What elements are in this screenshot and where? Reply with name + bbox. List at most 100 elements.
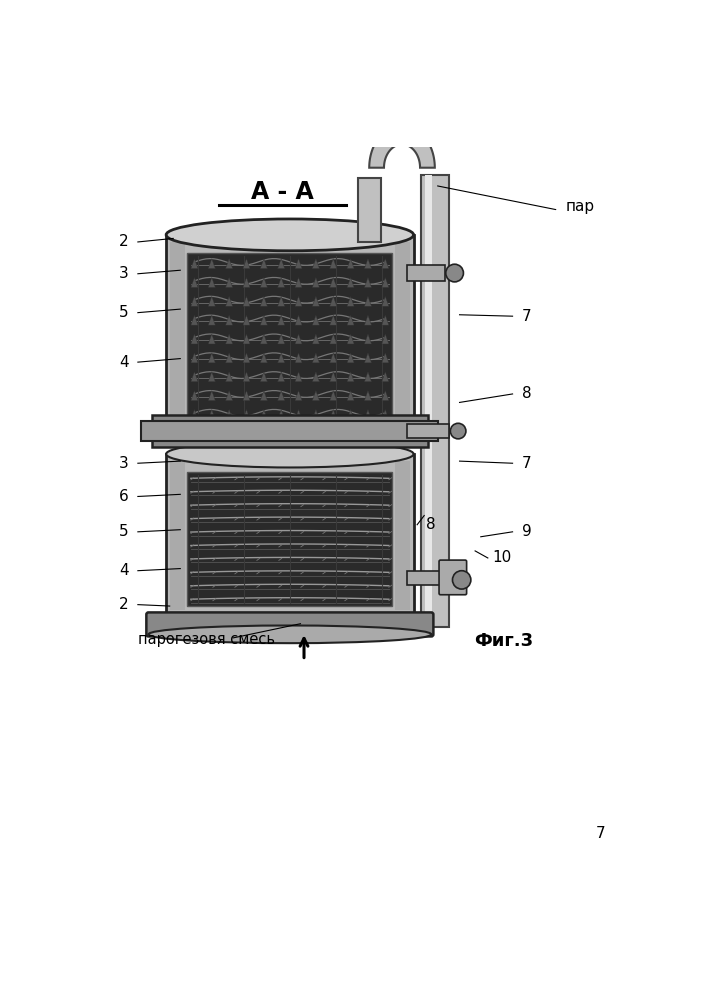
- Polygon shape: [191, 278, 198, 287]
- Text: 6: 6: [119, 489, 129, 504]
- Polygon shape: [312, 353, 320, 363]
- Polygon shape: [364, 410, 371, 419]
- Polygon shape: [243, 259, 250, 269]
- Polygon shape: [312, 296, 320, 306]
- Polygon shape: [382, 391, 389, 401]
- Polygon shape: [364, 315, 371, 325]
- Polygon shape: [312, 372, 320, 382]
- Text: 4: 4: [119, 563, 129, 578]
- Polygon shape: [312, 315, 320, 325]
- Polygon shape: [209, 353, 216, 363]
- Text: Фиг.3: Фиг.3: [474, 632, 533, 650]
- Polygon shape: [347, 410, 354, 419]
- Polygon shape: [364, 391, 371, 401]
- Polygon shape: [278, 372, 285, 382]
- Polygon shape: [382, 296, 389, 306]
- Polygon shape: [312, 391, 320, 401]
- FancyBboxPatch shape: [152, 415, 428, 447]
- Polygon shape: [209, 334, 216, 344]
- Polygon shape: [364, 259, 371, 269]
- Polygon shape: [364, 278, 371, 287]
- Polygon shape: [260, 334, 267, 344]
- Polygon shape: [329, 334, 337, 344]
- Polygon shape: [295, 278, 302, 287]
- Polygon shape: [347, 278, 354, 287]
- Polygon shape: [191, 353, 198, 363]
- Polygon shape: [347, 315, 354, 325]
- Text: 5: 5: [119, 305, 129, 320]
- Polygon shape: [278, 410, 285, 419]
- Polygon shape: [226, 278, 233, 287]
- FancyBboxPatch shape: [407, 571, 442, 585]
- Polygon shape: [295, 391, 302, 401]
- Text: А - А: А - А: [252, 180, 314, 204]
- Polygon shape: [382, 315, 389, 325]
- Ellipse shape: [166, 219, 414, 251]
- Text: 7: 7: [522, 456, 532, 471]
- Polygon shape: [329, 315, 337, 325]
- Polygon shape: [209, 410, 216, 419]
- FancyBboxPatch shape: [425, 175, 432, 627]
- Polygon shape: [226, 372, 233, 382]
- FancyBboxPatch shape: [170, 461, 185, 610]
- Ellipse shape: [450, 423, 466, 439]
- FancyBboxPatch shape: [395, 461, 410, 610]
- Polygon shape: [243, 334, 250, 344]
- Polygon shape: [382, 410, 389, 419]
- Text: 2: 2: [119, 597, 129, 612]
- FancyBboxPatch shape: [421, 175, 449, 627]
- Text: парогезовя смесь: парогезовя смесь: [138, 632, 275, 647]
- FancyBboxPatch shape: [439, 560, 467, 595]
- Polygon shape: [191, 259, 198, 269]
- Polygon shape: [209, 278, 216, 287]
- Ellipse shape: [148, 625, 431, 643]
- Polygon shape: [243, 315, 250, 325]
- Polygon shape: [329, 410, 337, 419]
- Polygon shape: [364, 334, 371, 344]
- FancyBboxPatch shape: [187, 253, 392, 422]
- Polygon shape: [226, 410, 233, 419]
- Text: пар: пар: [566, 199, 595, 214]
- Polygon shape: [347, 296, 354, 306]
- Polygon shape: [209, 296, 216, 306]
- Polygon shape: [191, 372, 198, 382]
- Polygon shape: [260, 391, 267, 401]
- Polygon shape: [347, 353, 354, 363]
- Polygon shape: [278, 353, 285, 363]
- Polygon shape: [191, 410, 198, 419]
- Polygon shape: [209, 372, 216, 382]
- Polygon shape: [226, 296, 233, 306]
- Text: 3: 3: [119, 266, 129, 281]
- Polygon shape: [191, 334, 198, 344]
- Polygon shape: [329, 259, 337, 269]
- Polygon shape: [312, 334, 320, 344]
- Polygon shape: [209, 391, 216, 401]
- Polygon shape: [278, 259, 285, 269]
- Polygon shape: [260, 372, 267, 382]
- Polygon shape: [329, 353, 337, 363]
- Text: 7: 7: [522, 309, 532, 324]
- Polygon shape: [278, 296, 285, 306]
- Text: 8: 8: [426, 517, 436, 532]
- Polygon shape: [364, 296, 371, 306]
- Polygon shape: [260, 410, 267, 419]
- Polygon shape: [243, 391, 250, 401]
- Polygon shape: [191, 315, 198, 325]
- FancyBboxPatch shape: [395, 242, 410, 426]
- Polygon shape: [329, 296, 337, 306]
- Text: 5: 5: [119, 524, 129, 539]
- FancyBboxPatch shape: [166, 235, 414, 433]
- Text: 2: 2: [119, 234, 129, 249]
- Polygon shape: [364, 372, 371, 382]
- Polygon shape: [226, 315, 233, 325]
- Polygon shape: [295, 353, 302, 363]
- Polygon shape: [191, 391, 198, 401]
- Polygon shape: [278, 391, 285, 401]
- FancyBboxPatch shape: [170, 242, 185, 426]
- Polygon shape: [226, 259, 233, 269]
- Polygon shape: [295, 334, 302, 344]
- Ellipse shape: [445, 264, 463, 282]
- Polygon shape: [243, 278, 250, 287]
- Polygon shape: [295, 259, 302, 269]
- Polygon shape: [278, 278, 285, 287]
